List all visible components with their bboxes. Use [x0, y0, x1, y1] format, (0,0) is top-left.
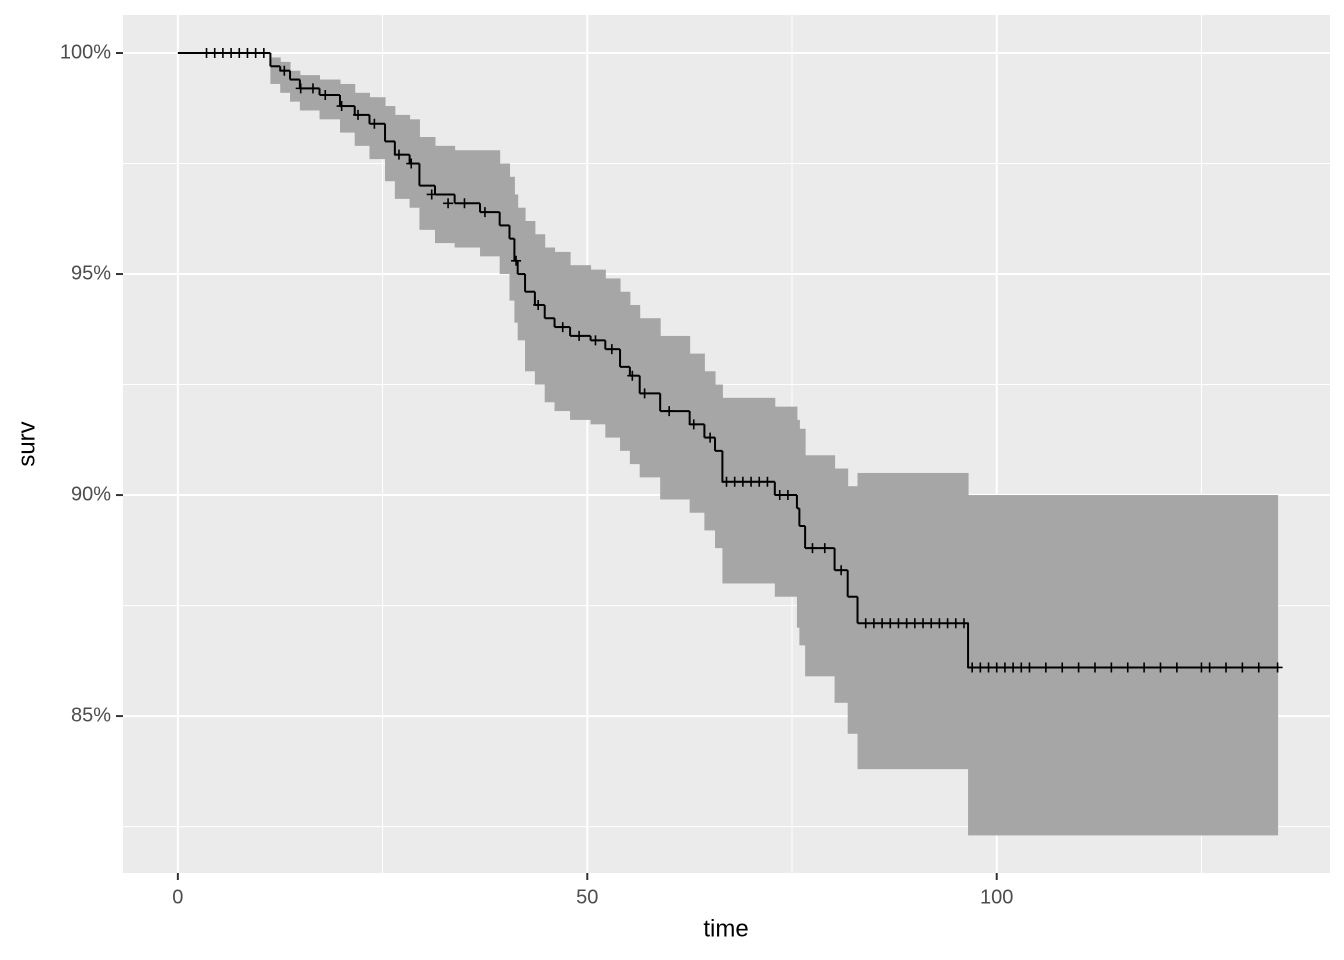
- confidence-band: [639, 318, 661, 478]
- confidence-band: [722, 397, 776, 584]
- confidence-band: [689, 353, 705, 513]
- confidence-band: [454, 150, 481, 248]
- confidence-band: [499, 163, 511, 275]
- x-tick-label: 100: [980, 886, 1013, 908]
- censor-mark: [688, 419, 699, 430]
- censor-mark: [320, 90, 331, 101]
- confidence-band: [715, 384, 723, 549]
- confidence-band: [369, 97, 386, 160]
- confidence-band: [590, 269, 606, 425]
- censor-mark: [1272, 662, 1283, 673]
- confidence-band: [605, 278, 621, 438]
- censor-mark: [1073, 662, 1084, 673]
- y-tick-label: 100%: [60, 41, 111, 63]
- censor-mark: [1024, 662, 1035, 673]
- confidence-band: [544, 247, 556, 403]
- censor-mark: [1237, 662, 1248, 673]
- y-axis-title: surv: [13, 421, 40, 466]
- censor-mark: [307, 83, 318, 94]
- confidence-band: [968, 495, 1279, 836]
- censor-mark: [443, 198, 454, 209]
- y-tick-label: 90%: [71, 483, 111, 505]
- censor-mark: [705, 432, 716, 443]
- confidence-band: [660, 335, 691, 500]
- confidence-band: [319, 79, 341, 120]
- censor-mark: [1253, 662, 1264, 673]
- censor-mark: [1106, 662, 1117, 673]
- censor-mark: [1155, 662, 1166, 673]
- censor-mark: [533, 299, 544, 310]
- censor-mark: [353, 109, 364, 120]
- censor-mark: [511, 255, 522, 266]
- censor-mark: [606, 344, 617, 355]
- censor-mark: [782, 490, 793, 501]
- confidence-band: [525, 220, 536, 372]
- confidence-band: [385, 106, 396, 182]
- confidence-band: [270, 57, 281, 84]
- confidence-band: [339, 83, 356, 133]
- x-tick-label: 50: [576, 886, 598, 908]
- censor-mark: [336, 101, 347, 112]
- censor-mark: [557, 322, 568, 333]
- censor-mark: [819, 543, 830, 554]
- censor-mark: [1221, 662, 1231, 673]
- censor-mark: [295, 83, 306, 94]
- y-tick-label: 95%: [71, 262, 111, 284]
- plot-layer: [123, 15, 1330, 873]
- censor-mark: [1139, 662, 1150, 673]
- confidence-band: [480, 150, 501, 257]
- censor-mark: [1204, 662, 1215, 673]
- confidence-band: [534, 234, 546, 385]
- confidence-band: [290, 70, 301, 102]
- confidence-band: [704, 371, 716, 531]
- confidence-band: [629, 304, 641, 465]
- confidence-band: [354, 92, 370, 146]
- censor-mark: [590, 335, 601, 346]
- censor-mark: [836, 565, 847, 576]
- censor-mark: [762, 476, 773, 487]
- censor-mark: [958, 618, 969, 629]
- censor-mark: [627, 370, 638, 381]
- confidence-band: [834, 468, 849, 703]
- confidence-band: [774, 406, 798, 597]
- confidence-band: [419, 137, 436, 230]
- censor-mark: [1057, 662, 1068, 673]
- censor-mark: [1040, 662, 1051, 673]
- x-tick-label: 0: [172, 886, 183, 908]
- censor-mark: [406, 158, 417, 169]
- censor-mark: [459, 198, 470, 209]
- confidence-band: [299, 75, 321, 111]
- confidence-band: [570, 265, 592, 420]
- censor-mark: [1122, 662, 1133, 673]
- confidence-band: [280, 61, 291, 93]
- confidence-band: [847, 486, 859, 734]
- censor-mark: [574, 330, 585, 341]
- censor-mark: [1089, 662, 1100, 673]
- censor-mark: [639, 388, 650, 399]
- censor-mark: [664, 406, 675, 417]
- censor-mark: [279, 65, 290, 76]
- confidence-band: [805, 455, 836, 677]
- confidence-band: [394, 114, 411, 199]
- censor-mark: [393, 149, 404, 160]
- confidence-band: [857, 472, 969, 770]
- censor-mark: [258, 48, 269, 59]
- censor-mark: [369, 118, 380, 129]
- censor-mark: [479, 207, 490, 218]
- confidence-band: [799, 428, 806, 646]
- y-tick-label: 85%: [71, 704, 111, 726]
- censor-mark: [1171, 662, 1182, 673]
- confidence-band: [620, 291, 631, 451]
- censor-mark: [426, 189, 437, 200]
- censor-mark: [807, 543, 818, 554]
- x-axis-title: time: [703, 915, 748, 942]
